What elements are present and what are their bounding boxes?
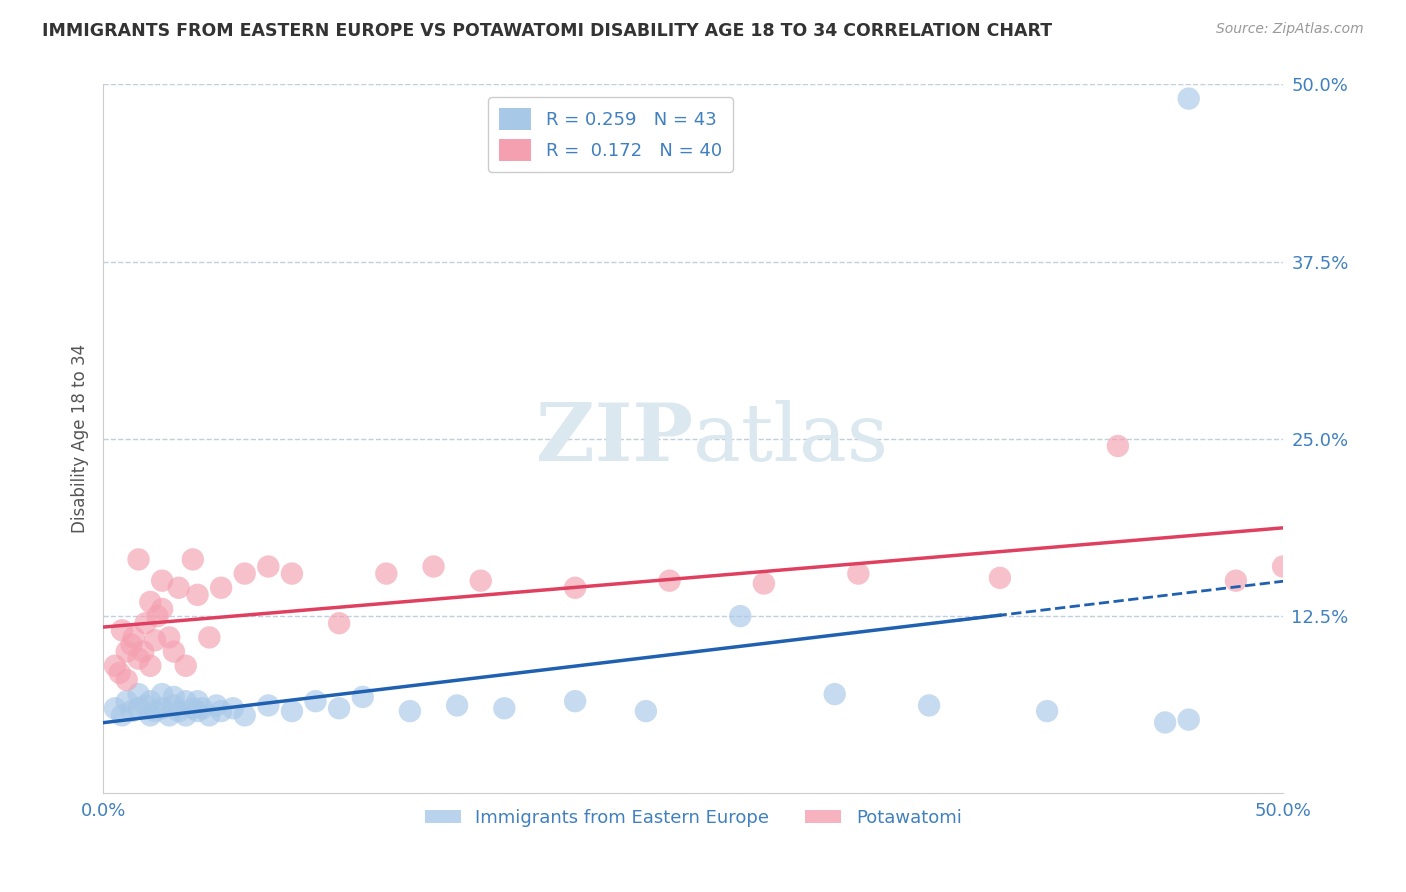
Point bbox=[205, 698, 228, 713]
Text: atlas: atlas bbox=[693, 400, 889, 478]
Point bbox=[150, 687, 173, 701]
Point bbox=[139, 694, 162, 708]
Point bbox=[281, 566, 304, 581]
Point bbox=[328, 616, 350, 631]
Point bbox=[1036, 704, 1059, 718]
Point bbox=[120, 704, 142, 718]
Point bbox=[257, 698, 280, 713]
Point bbox=[564, 581, 586, 595]
Point bbox=[104, 658, 127, 673]
Point bbox=[181, 701, 204, 715]
Point bbox=[1107, 439, 1129, 453]
Point bbox=[163, 644, 186, 658]
Point bbox=[446, 698, 468, 713]
Point bbox=[304, 694, 326, 708]
Point bbox=[422, 559, 444, 574]
Point bbox=[222, 701, 245, 715]
Point bbox=[752, 576, 775, 591]
Point bbox=[115, 644, 138, 658]
Point bbox=[150, 602, 173, 616]
Point bbox=[150, 574, 173, 588]
Point bbox=[104, 701, 127, 715]
Point bbox=[128, 651, 150, 665]
Point bbox=[174, 708, 197, 723]
Text: ZIP: ZIP bbox=[536, 400, 693, 478]
Point bbox=[139, 595, 162, 609]
Point bbox=[135, 698, 157, 713]
Point bbox=[157, 631, 180, 645]
Text: Source: ZipAtlas.com: Source: ZipAtlas.com bbox=[1216, 22, 1364, 37]
Point bbox=[157, 708, 180, 723]
Point bbox=[128, 701, 150, 715]
Point bbox=[167, 581, 190, 595]
Point bbox=[399, 704, 422, 718]
Point bbox=[918, 698, 941, 713]
Point bbox=[128, 552, 150, 566]
Point bbox=[163, 690, 186, 704]
Point bbox=[111, 624, 134, 638]
Point bbox=[174, 694, 197, 708]
Point bbox=[150, 701, 173, 715]
Point bbox=[122, 631, 145, 645]
Point bbox=[186, 588, 208, 602]
Point bbox=[191, 701, 214, 715]
Point bbox=[128, 687, 150, 701]
Point bbox=[198, 708, 221, 723]
Point bbox=[163, 698, 186, 713]
Point bbox=[186, 694, 208, 708]
Point bbox=[281, 704, 304, 718]
Legend: Immigrants from Eastern Europe, Potawatomi: Immigrants from Eastern Europe, Potawato… bbox=[418, 802, 969, 834]
Point bbox=[1225, 574, 1247, 588]
Point bbox=[328, 701, 350, 715]
Point bbox=[132, 644, 155, 658]
Point bbox=[115, 673, 138, 687]
Point bbox=[167, 704, 190, 718]
Point bbox=[146, 609, 169, 624]
Point bbox=[1177, 713, 1199, 727]
Point bbox=[143, 704, 166, 718]
Point bbox=[139, 708, 162, 723]
Point bbox=[209, 581, 232, 595]
Point bbox=[1272, 559, 1295, 574]
Point bbox=[209, 704, 232, 718]
Point bbox=[494, 701, 516, 715]
Point bbox=[120, 638, 142, 652]
Point bbox=[1154, 715, 1177, 730]
Point bbox=[352, 690, 374, 704]
Point bbox=[233, 566, 256, 581]
Point bbox=[135, 616, 157, 631]
Point bbox=[658, 574, 681, 588]
Point bbox=[143, 633, 166, 648]
Point bbox=[257, 559, 280, 574]
Point bbox=[564, 694, 586, 708]
Point bbox=[181, 552, 204, 566]
Point bbox=[198, 631, 221, 645]
Point bbox=[375, 566, 398, 581]
Point bbox=[634, 704, 657, 718]
Point bbox=[1177, 92, 1199, 106]
Y-axis label: Disability Age 18 to 34: Disability Age 18 to 34 bbox=[72, 344, 89, 533]
Point bbox=[233, 708, 256, 723]
Point bbox=[470, 574, 492, 588]
Point bbox=[730, 609, 752, 624]
Point bbox=[174, 658, 197, 673]
Point bbox=[846, 566, 869, 581]
Point bbox=[115, 694, 138, 708]
Point bbox=[108, 665, 131, 680]
Point bbox=[111, 708, 134, 723]
Point bbox=[988, 571, 1011, 585]
Point bbox=[139, 658, 162, 673]
Text: IMMIGRANTS FROM EASTERN EUROPE VS POTAWATOMI DISABILITY AGE 18 TO 34 CORRELATION: IMMIGRANTS FROM EASTERN EUROPE VS POTAWA… bbox=[42, 22, 1052, 40]
Point bbox=[186, 704, 208, 718]
Point bbox=[824, 687, 846, 701]
